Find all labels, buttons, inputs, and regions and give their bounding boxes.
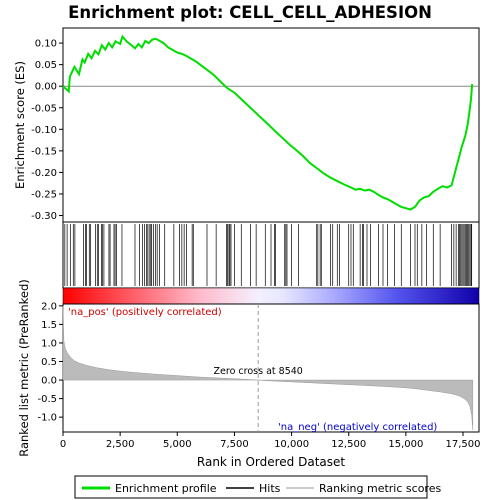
- ranking-metric-area: [62, 305, 474, 431]
- es-y-tick-label: 0.05: [35, 60, 57, 71]
- pos-corr-label: 'na_pos' (positively correlated): [68, 307, 222, 318]
- es-y-tick-label: 0.10: [35, 39, 57, 50]
- legend-metric-label: Ranking metric scores: [319, 482, 441, 495]
- es-y-axis-label: Enrichment score (ES): [13, 61, 27, 189]
- x-tick-label: 10,000: [274, 439, 309, 450]
- x-tick-label: 2,500: [106, 439, 135, 450]
- legend-profile-label: Enrichment profile: [115, 482, 217, 495]
- hit-marks: [64, 224, 473, 286]
- x-tick-label: 7,500: [220, 439, 249, 450]
- rank-color-bar: [62, 287, 480, 305]
- chart-title: Enrichment plot: CELL_CELL_ADHESION: [68, 3, 432, 22]
- x-tick-label: 5,000: [163, 439, 192, 450]
- metric-y-tick-label: 1.5: [41, 320, 57, 331]
- legend-box: [74, 475, 428, 499]
- es-y-tick-label: -0.20: [31, 168, 57, 179]
- x-ticks: 0 2,500 5,000 7,500 10,000 12,500 15,000 17,500: [60, 432, 481, 450]
- metric-panel-frame: [62, 303, 480, 433]
- metric-y-tick-label: -1.0: [37, 413, 57, 424]
- es-y-tick-label: -0.05: [31, 103, 57, 114]
- es-y-tick-label: 0.00: [35, 82, 57, 93]
- metric-y-tick-label: 1.0: [41, 338, 57, 349]
- zero-cross-label: Zero cross at 8540: [214, 366, 303, 377]
- es-y-tick-label: -0.25: [31, 189, 57, 200]
- metric-y-axis-label: Ranked list metric (PreRanked): [17, 279, 31, 457]
- neg-corr-label: 'na_neg' (negatively correlated): [278, 422, 437, 433]
- x-tick-label: 12,500: [331, 439, 366, 450]
- legend-hits-label: Hits: [259, 482, 281, 495]
- x-tick-label: 17,500: [446, 439, 481, 450]
- es-y-tick-label: -0.10: [31, 125, 57, 136]
- x-axis-label: Rank in Ordered Dataset: [197, 455, 345, 469]
- x-tick-label: 0: [60, 439, 66, 450]
- es-y-tick-label: -0.15: [31, 146, 57, 157]
- metric-y-tick-label: 2.0: [41, 301, 57, 312]
- metric-y-tick-label: 0.0: [41, 376, 57, 387]
- enrichment-profile-line: [62, 34, 474, 211]
- x-tick-label: 15,000: [388, 439, 423, 450]
- es-y-ticks: 0.10 0.05 0.00 -0.05 -0.10 -0.15 -0.20 -0.25 -0.…: [31, 39, 63, 222]
- es-y-tick-label: -0.30: [31, 211, 57, 222]
- metric-y-tick-label: -0.5: [37, 394, 57, 405]
- es-panel-frame: [62, 27, 480, 223]
- metric-y-ticks: 2.0 1.5 1.0 0.5 0.0 -0.5 -1.0: [37, 301, 63, 424]
- metric-y-tick-label: 0.5: [41, 357, 57, 368]
